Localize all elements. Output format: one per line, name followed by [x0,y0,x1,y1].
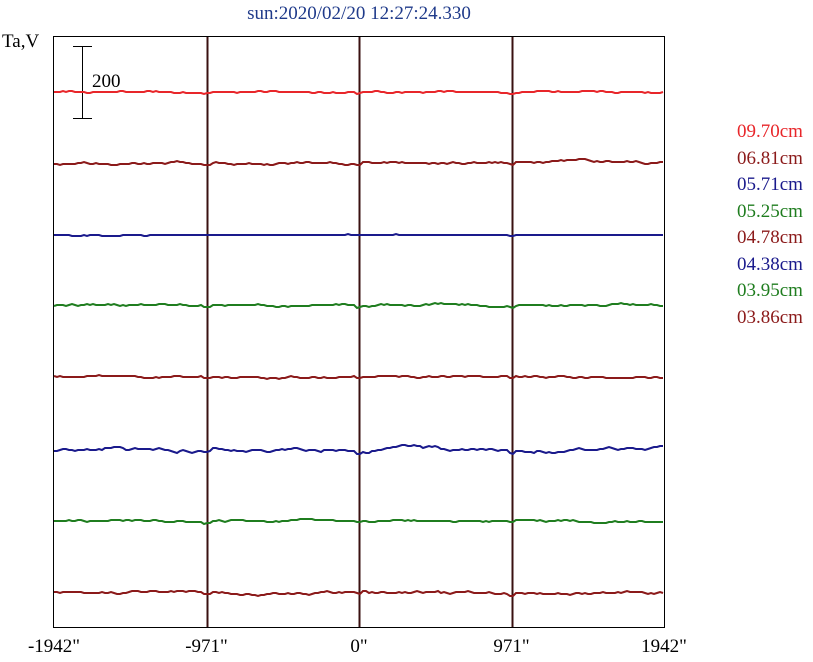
x-tick-label: 971" [493,636,530,657]
legend: 09.70cm 06.81cm 05.71cm 05.25cm 04.78cm 04.38… [737,119,803,331]
legend-item: 04.78cm [737,227,803,248]
plot-frame [53,36,665,628]
legend-item: 03.95cm [737,280,803,301]
legend-item: 04.38cm [737,253,803,275]
x-tick-label: -971" [185,636,228,657]
series-line-06.81cm [54,158,663,167]
series-line-03.95cm [54,518,663,526]
legend-item: 09.70cm [737,121,803,142]
series-line-04.78cm [53,373,663,381]
scale-bar [73,46,92,119]
scale-bar-label: 200 [92,71,121,92]
legend-item: 06.81cm [737,147,803,169]
series-line-04.38cm [54,443,663,456]
x-tick-label: -1942" [27,636,81,657]
series-line-05.25cm [53,301,663,310]
series-line-09.70cm [54,89,664,96]
chart-title: sun:2020/02/20 12:27:24.330 [247,3,471,24]
series-line-03.86cm [54,589,664,598]
x-tick-label: 0" [350,636,368,657]
legend-item: 03.86cm [737,306,803,328]
series-line-05.71cm [54,232,663,238]
legend-item: 05.25cm [737,200,803,222]
y-axis-label: Ta,V [2,31,40,52]
x-tick-label: 1942" [641,636,687,657]
legend-item: 05.71cm [737,174,803,195]
